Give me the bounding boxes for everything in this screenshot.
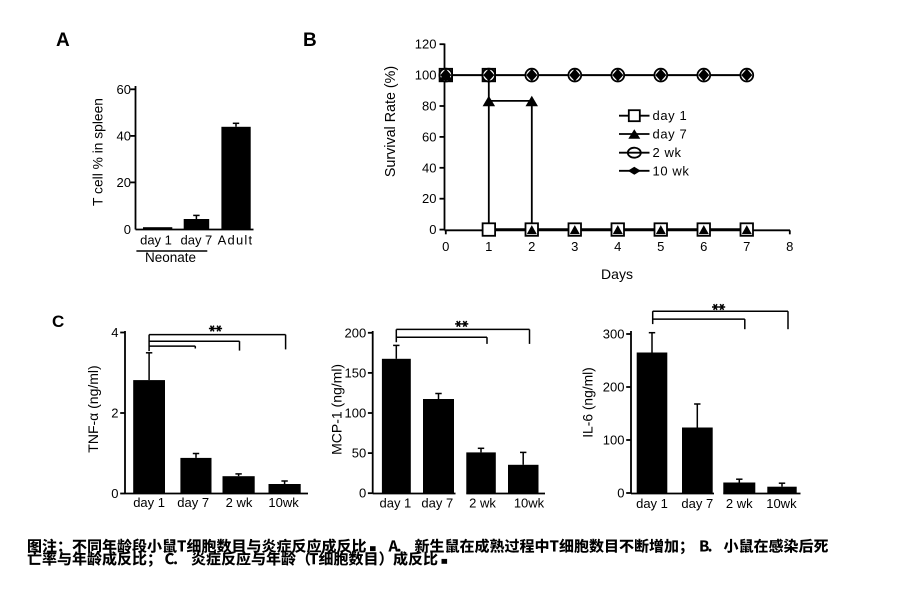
svg-text:4: 4 — [111, 325, 118, 340]
svg-text:2 wk: 2 wk — [469, 496, 496, 511]
svg-text:7: 7 — [743, 239, 750, 254]
svg-text:40: 40 — [117, 128, 131, 143]
svg-text:2: 2 — [111, 406, 118, 421]
svg-text:5: 5 — [657, 239, 664, 254]
svg-text:80: 80 — [422, 99, 436, 114]
svg-text:20: 20 — [422, 191, 436, 206]
svg-text:day 7: day 7 — [421, 496, 453, 511]
svg-text:A: A — [56, 30, 70, 51]
svg-text:day 7: day 7 — [653, 127, 688, 142]
svg-text:6: 6 — [700, 239, 707, 254]
svg-text:MCP-1 (ng/ml): MCP-1 (ng/ml) — [329, 364, 345, 455]
svg-text:10wk: 10wk — [766, 496, 797, 511]
svg-text:Neonate: Neonate — [145, 250, 196, 265]
svg-text:0: 0 — [442, 239, 449, 254]
svg-text:200: 200 — [344, 325, 366, 340]
svg-text:day 7: day 7 — [180, 232, 212, 247]
svg-text:150: 150 — [344, 365, 366, 380]
svg-text:40: 40 — [422, 160, 436, 175]
svg-text:day 1: day 1 — [379, 496, 411, 511]
svg-text:100: 100 — [415, 68, 437, 83]
svg-text:C: C — [52, 312, 64, 331]
svg-text:day 1: day 1 — [140, 232, 172, 247]
svg-text:20: 20 — [117, 175, 131, 190]
svg-text:100: 100 — [344, 406, 366, 421]
svg-text:1: 1 — [485, 239, 492, 254]
svg-text:day 7: day 7 — [177, 495, 209, 510]
svg-text:TNF-α (ng/ml): TNF-α (ng/ml) — [85, 365, 101, 452]
svg-text:0: 0 — [111, 486, 118, 501]
svg-text:2 wk: 2 wk — [226, 495, 253, 510]
svg-text:day 1: day 1 — [653, 108, 688, 123]
svg-text:60: 60 — [422, 129, 436, 144]
svg-text:10 wk: 10 wk — [653, 163, 690, 178]
svg-text:2 wk: 2 wk — [653, 145, 682, 160]
svg-text:IL-6 (ng/ml): IL-6 (ng/ml) — [580, 367, 595, 438]
svg-text:day 1: day 1 — [636, 496, 668, 511]
svg-text:T cell % in spleen: T cell % in spleen — [91, 98, 106, 206]
svg-text:120: 120 — [415, 37, 437, 52]
svg-text:0: 0 — [359, 486, 366, 501]
svg-text:2 wk: 2 wk — [726, 496, 753, 511]
svg-text:10wk: 10wk — [268, 495, 299, 510]
svg-text:Survival Rate (%): Survival Rate (%) — [383, 66, 399, 177]
svg-text:300: 300 — [603, 327, 625, 342]
svg-text:200: 200 — [603, 380, 625, 395]
svg-text:Days: Days — [601, 266, 633, 282]
svg-text:100: 100 — [603, 433, 625, 448]
svg-text:50: 50 — [352, 446, 366, 461]
svg-text:0: 0 — [429, 222, 436, 237]
svg-text:0: 0 — [124, 222, 131, 237]
svg-text:0: 0 — [617, 486, 624, 501]
svg-text:Adult: Adult — [218, 232, 254, 247]
svg-text:B: B — [303, 30, 317, 51]
svg-text:10wk: 10wk — [514, 496, 545, 511]
svg-text:3: 3 — [571, 239, 578, 254]
svg-text:day 1: day 1 — [133, 495, 165, 510]
svg-text:2: 2 — [528, 239, 535, 254]
svg-text:4: 4 — [614, 239, 621, 254]
svg-text:8: 8 — [786, 239, 793, 254]
svg-text:day 7: day 7 — [681, 496, 713, 511]
svg-text:60: 60 — [117, 82, 131, 97]
